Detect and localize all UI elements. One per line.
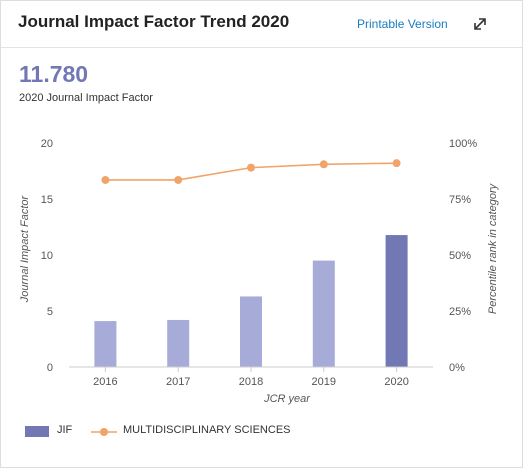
x-tick-label: 2017 [166,376,190,388]
y2-tick-label: 25% [449,306,471,318]
jif-bar-2020[interactable] [385,235,408,367]
left-axis-ticks: 0 5 10 15 20 [41,138,53,374]
x-axis-label: JCR year [263,393,311,405]
percentile-point-2020[interactable] [392,159,401,168]
jif-value: 11.780 [19,61,89,87]
y-tick-label: 15 [41,194,53,206]
percentile-point-2016[interactable] [101,175,110,184]
y2-tick-label: 50% [449,250,471,262]
legend-label-multidisciplinary: MULTIDISCIPLINARY SCIENCES [123,424,291,436]
x-tick-label: 2018 [239,376,263,388]
jif-bars [94,235,408,367]
percentile-point-2017[interactable] [174,175,183,184]
jif-bar-2016[interactable] [94,321,117,367]
card-header: Journal Impact Factor Trend 2020 Printab… [1,1,522,48]
percentile-point-2019[interactable] [319,160,328,169]
legend-swatch-line [91,428,117,436]
y-tick-label: 0 [47,362,53,374]
percentile-line-layer [101,159,401,184]
jif-bar-2018[interactable] [240,296,262,367]
x-tick-label: 2019 [312,376,336,388]
y2-axis-label: Percentile rank in category [487,182,499,314]
legend-swatch-jif [25,426,49,437]
expand-arrows-icon[interactable] [471,15,489,33]
y-tick-label: 10 [41,250,53,262]
x-tick-label: 2020 [384,376,408,388]
y2-tick-label: 0% [449,362,465,374]
legend-label-jif: JIF [57,424,73,436]
x-axis-ticks: 2016 2017 2018 2019 2020 [93,367,409,388]
y2-tick-label: 100% [449,138,477,150]
y-tick-label: 5 [47,306,53,318]
jif-bar-2017[interactable] [167,319,190,367]
y-tick-label: 20 [41,138,53,150]
percentile-point-2018[interactable] [247,163,255,172]
jif-bar-2019[interactable] [312,260,335,367]
x-tick-label: 2016 [93,376,117,388]
printable-version-link[interactable]: Printable Version [357,17,448,31]
card-title: Journal Impact Factor Trend 2020 [18,12,290,31]
y-axis-label: Journal Impact Factor [19,194,31,303]
right-axis-ticks: 0% 25% 50% 75% 100% [449,138,477,374]
y2-tick-label: 75% [449,194,471,206]
jif-value-label: 2020 Journal Impact Factor [19,92,153,104]
